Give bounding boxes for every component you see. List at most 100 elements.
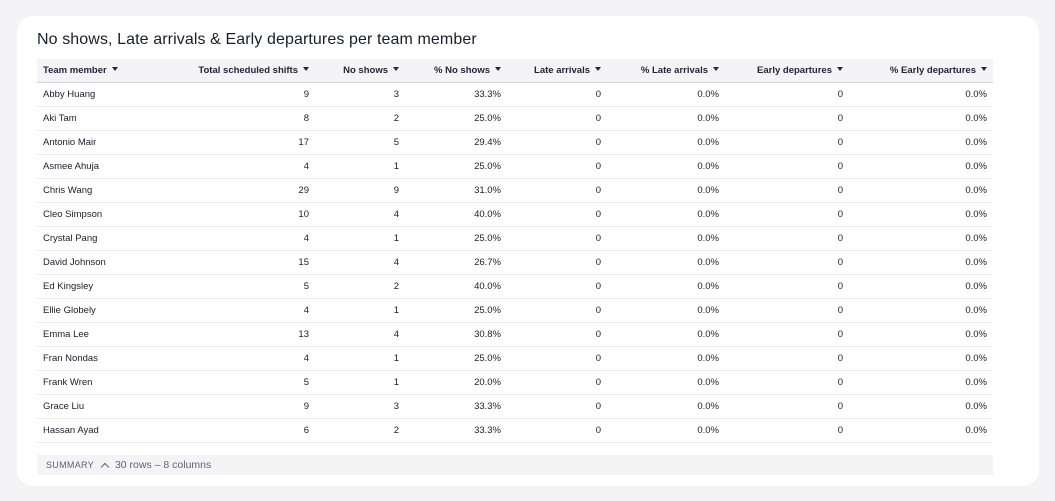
table-cell: 0.0% [849,346,993,371]
table-cell: 0.0% [607,394,725,419]
caret-down-icon[interactable] [981,67,987,72]
team-member-cell: Hassan Ayad [37,418,167,443]
table-row[interactable]: Hassan Ayad 6 2 33.3% 0 0.0% 0 0.0% [37,418,993,443]
table-cell: 0 [725,82,849,107]
table-cell: 33.3% [405,418,507,443]
team-member-cell: Chris Wang [37,178,167,203]
table-cell: 0.0% [849,106,993,131]
table-cell: 0 [507,202,607,227]
table-cell: 1 [315,226,405,251]
table-cell: 9 [315,178,405,203]
rows-columns-count: 30 rows – 8 columns [114,459,212,471]
table-cell: 0.0% [849,154,993,179]
table-cell: 5 [167,274,315,299]
table-cell: 0 [507,82,607,107]
caret-down-icon[interactable] [595,67,601,72]
table-cell: 25.0% [405,346,507,371]
team-member-cell: Ellie Globely [37,298,167,323]
table-cell: 2 [315,418,405,443]
table-cell: 0.0% [849,418,993,443]
table-row[interactable]: Emma Lee 13 4 30.8% 0 0.0% 0 0.0% [37,322,993,347]
table-row[interactable]: Crystal Pang 4 1 25.0% 0 0.0% 0 0.0% [37,226,993,251]
table-cell: 0.0% [607,130,725,155]
table-cell: 33.3% [405,82,507,107]
team-member-cell: Ed Kingsley [37,274,167,299]
table-row[interactable]: Chris Wang 29 9 31.0% 0 0.0% 0 0.0% [37,178,993,203]
table-cell: 6 [167,418,315,443]
caret-down-icon[interactable] [837,67,843,72]
column-header-label: % No shows [434,64,490,76]
table-cell: 0.0% [849,370,993,395]
table-row[interactable]: Ed Kingsley 5 2 40.0% 0 0.0% 0 0.0% [37,274,993,299]
table-cell: 0 [725,226,849,251]
caret-down-icon[interactable] [303,67,309,72]
table-cell: 3 [315,394,405,419]
table-row[interactable]: Frank Wren 5 1 20.0% 0 0.0% 0 0.0% [37,370,993,395]
table-body: Abby Huang 9 3 33.3% 0 0.0% 0 0.0% Aki Tam 8 2 25.0… [37,82,993,443]
table-row[interactable]: Asmee Ahuja 4 1 25.0% 0 0.0% 0 0.0% [37,154,993,179]
column-header-no-shows[interactable]: % No shows [405,59,507,83]
table-cell: 0 [725,178,849,203]
table-cell: 15 [167,250,315,275]
table-cell: 0 [725,130,849,155]
table-cell: 0 [725,274,849,299]
table-cell: 17 [167,130,315,155]
team-member-cell: Aki Tam [37,106,167,131]
table-cell: 0 [507,250,607,275]
table-cell: 25.0% [405,154,507,179]
table-cell: 0.0% [607,298,725,323]
table-cell: 0 [507,274,607,299]
table-row[interactable]: Abby Huang 9 3 33.3% 0 0.0% 0 0.0% [37,82,993,107]
table-cell: 4 [167,346,315,371]
table-cell: 0 [507,394,607,419]
team-member-cell: Fran Nondas [37,346,167,371]
table-cell: 0.0% [607,322,725,347]
table-row[interactable]: Fran Nondas 4 1 25.0% 0 0.0% 0 0.0% [37,346,993,371]
column-header-no-shows[interactable]: No shows [315,59,405,83]
table-cell: 0 [725,250,849,275]
table-row[interactable]: Ellie Globely 4 1 25.0% 0 0.0% 0 0.0% [37,298,993,323]
data-table-container: Team member Total scheduled shifts No show… [37,59,993,443]
table-cell: 0 [725,154,849,179]
team-member-cell: Antonio Mair [37,130,167,155]
column-header-early-departures[interactable]: % Early departures [849,59,993,83]
table-cell: 0.0% [849,202,993,227]
table-cell: 40.0% [405,274,507,299]
table-cell: 0 [725,106,849,131]
table-cell: 2 [315,274,405,299]
team-member-cell: Cleo Simpson [37,202,167,227]
column-header-late-arrivals[interactable]: % Late arrivals [607,59,725,83]
column-header-early-departures[interactable]: Early departures [725,59,849,83]
column-header-team-member[interactable]: Team member [37,59,167,83]
caret-down-icon[interactable] [111,67,118,72]
team-member-cell: Emma Lee [37,322,167,347]
column-header-label: Early departures [757,64,832,76]
table-row[interactable]: Grace Liu 9 3 33.3% 0 0.0% 0 0.0% [37,394,993,419]
table-cell: 0 [725,394,849,419]
table-row[interactable]: Cleo Simpson 10 4 40.0% 0 0.0% 0 0.0% [37,202,993,227]
summary-label: SUMMARY [46,460,94,470]
table-cell: 31.0% [405,178,507,203]
caret-down-icon[interactable] [393,67,399,72]
column-header-label: % Late arrivals [640,64,708,76]
caret-down-icon[interactable] [495,67,501,72]
column-header-total-scheduled-shifts[interactable]: Total scheduled shifts [167,59,315,83]
table-row[interactable]: David Johnson 15 4 26.7% 0 0.0% 0 0.0% [37,250,993,275]
table-row[interactable]: Aki Tam 8 2 25.0% 0 0.0% 0 0.0% [37,106,993,131]
table-cell: 25.0% [405,226,507,251]
table-cell: 0.0% [849,82,993,107]
table-cell: 1 [315,154,405,179]
table-cell: 0 [507,226,607,251]
caret-down-icon[interactable] [713,67,719,72]
summary-bar[interactable]: SUMMARY 30 rows – 8 columns [37,455,993,475]
table-row[interactable]: Antonio Mair 17 5 29.4% 0 0.0% 0 0.0% [37,130,993,155]
table-cell: 9 [167,82,315,107]
team-member-cell: Frank Wren [37,370,167,395]
team-member-cell: Asmee Ahuja [37,154,167,179]
column-header-label: % Early departures [889,64,976,76]
table-cell: 4 [167,226,315,251]
team-member-cell: Grace Liu [37,394,167,419]
chevron-up-icon[interactable] [100,462,110,471]
table-cell: 29 [167,178,315,203]
column-header-late-arrivals[interactable]: Late arrivals [507,59,607,83]
